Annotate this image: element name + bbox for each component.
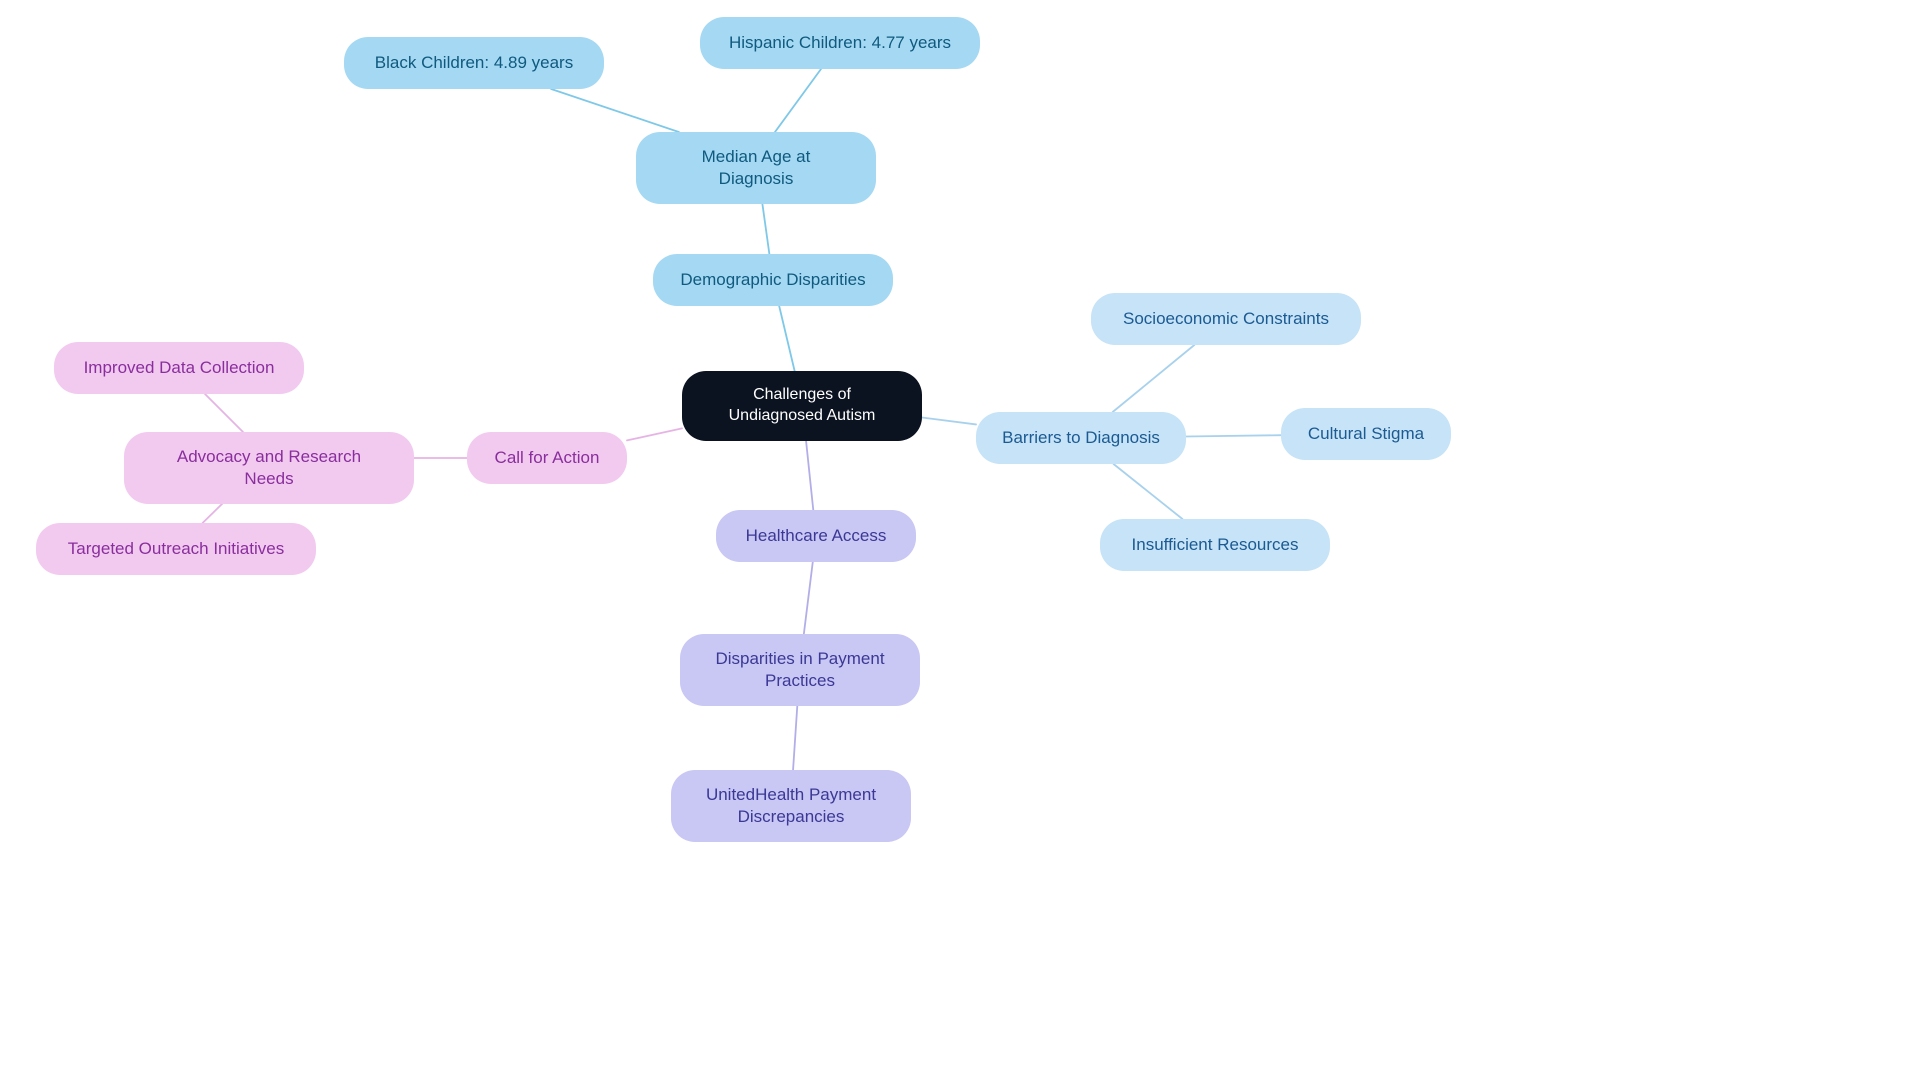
node-health: Healthcare Access bbox=[716, 510, 916, 562]
node-pay: Disparities in Payment Practices bbox=[680, 634, 920, 706]
node-barriers: Barriers to Diagnosis bbox=[976, 412, 1186, 464]
edge-health-pay bbox=[804, 562, 813, 634]
node-root: Challenges of Undiagnosed Autism bbox=[682, 371, 922, 441]
node-adv: Advocacy and Research Needs bbox=[124, 432, 414, 504]
node-demo: Demographic Disparities bbox=[653, 254, 893, 306]
node-median: Median Age at Diagnosis bbox=[636, 132, 876, 204]
edge-barriers-insuff bbox=[1114, 464, 1183, 519]
edge-root-demo bbox=[779, 306, 794, 371]
edge-adv-improved bbox=[205, 394, 243, 432]
node-cultural: Cultural Stigma bbox=[1281, 408, 1451, 460]
edge-root-barriers bbox=[922, 417, 976, 424]
node-improved: Improved Data Collection bbox=[54, 342, 304, 394]
node-hispanic: Hispanic Children: 4.77 years bbox=[700, 17, 980, 69]
edge-pay-united bbox=[793, 696, 798, 770]
edge-median-black bbox=[551, 89, 679, 132]
edge-median-hispanic bbox=[775, 69, 821, 132]
node-black: Black Children: 4.89 years bbox=[344, 37, 604, 89]
node-united: UnitedHealth Payment Discrepancies bbox=[671, 770, 911, 842]
edge-root-health bbox=[805, 433, 813, 510]
edge-barriers-cultural bbox=[1186, 435, 1281, 436]
node-socio: Socioeconomic Constraints bbox=[1091, 293, 1361, 345]
node-targeted: Targeted Outreach Initiatives bbox=[36, 523, 316, 575]
node-call: Call for Action bbox=[467, 432, 627, 484]
node-insuff: Insufficient Resources bbox=[1100, 519, 1330, 571]
edge-barriers-socio bbox=[1113, 345, 1195, 412]
edge-root-call bbox=[627, 428, 682, 440]
